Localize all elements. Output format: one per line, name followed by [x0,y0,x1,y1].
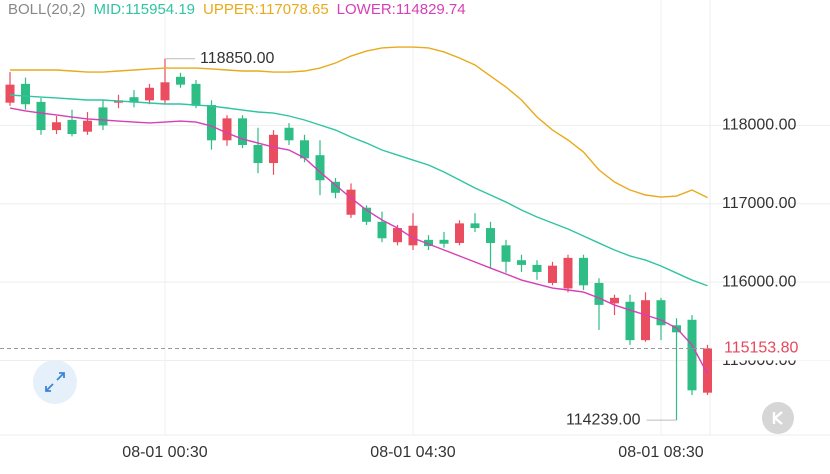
candle-body [594,282,604,305]
candle-body [548,265,557,283]
candle-body [145,87,154,101]
last-price-badge [714,336,830,361]
candle-body [641,300,650,341]
candle-body [362,207,371,222]
candle-body [315,155,325,181]
legend-entry: LOWER:114829.74 [336,1,466,18]
x-tick-label: 08-01 08:30 [618,444,704,461]
candle-body [501,245,511,262]
y-tick-label: 118000.00 [722,117,797,134]
y-tick-label: 117000.00 [722,195,797,212]
candle-body [253,145,263,164]
indicator-line [9,94,708,287]
candle-body [377,221,387,239]
expand-icon[interactable] [45,372,65,392]
indicator-name: BOLL(20,2) [8,1,86,18]
candle-body [610,297,619,304]
last-price-label: 115153.80 [724,340,799,357]
candle-body [455,223,464,243]
x-tick-label: 08-01 04:30 [370,444,456,461]
candle-body [532,264,542,272]
candle-body [160,82,170,101]
expand-button-bg[interactable] [33,360,77,404]
candle-body [21,83,30,105]
indicator-line [9,107,709,375]
candle-body [98,107,108,126]
candle-body [563,257,573,289]
annotation-label: 118850.00 [200,50,275,67]
expand-button[interactable] [33,360,77,404]
kline-icon[interactable] [772,411,783,425]
candle-body [300,140,309,159]
candle-body [238,118,247,145]
legend: BOLL(20,2) MID:115954.19 UPPER:117078.65 L… [8,1,466,18]
indicator-line [10,46,708,199]
candle-body [191,83,201,106]
candle-body [517,260,526,265]
candle-body [656,300,666,326]
candle-body [486,228,495,243]
candle-body [52,122,61,131]
candle-body [207,105,216,141]
candle-body [625,301,635,341]
candle-body [424,239,433,247]
candle-body [5,84,15,103]
annotation-label: 114239.00 [566,411,641,428]
legend-entry: MID:115954.19 [93,1,196,18]
candle-body [393,228,402,243]
x-tick-label: 08-01 00:30 [122,444,208,461]
y-tick-label: 116000.00 [722,273,797,290]
kline-button-bg[interactable] [762,402,794,434]
candle-body [470,223,480,229]
candle-body [408,225,418,246]
candle-body [439,239,449,244]
candle-body [346,189,356,215]
candle-body [579,257,588,286]
candle-body [67,119,77,135]
candle-body [269,134,278,164]
candle-body [176,76,185,85]
candle-body [129,97,139,103]
legend-entry: UPPER:117078.65 [203,1,329,18]
candle-body [687,319,697,391]
kline-button[interactable] [762,402,794,434]
candle-body [284,127,294,141]
candle-body [83,120,92,132]
candle-body [222,118,232,141]
candle-body [703,348,712,393]
candle-body [331,181,340,193]
candle-body [36,101,46,131]
